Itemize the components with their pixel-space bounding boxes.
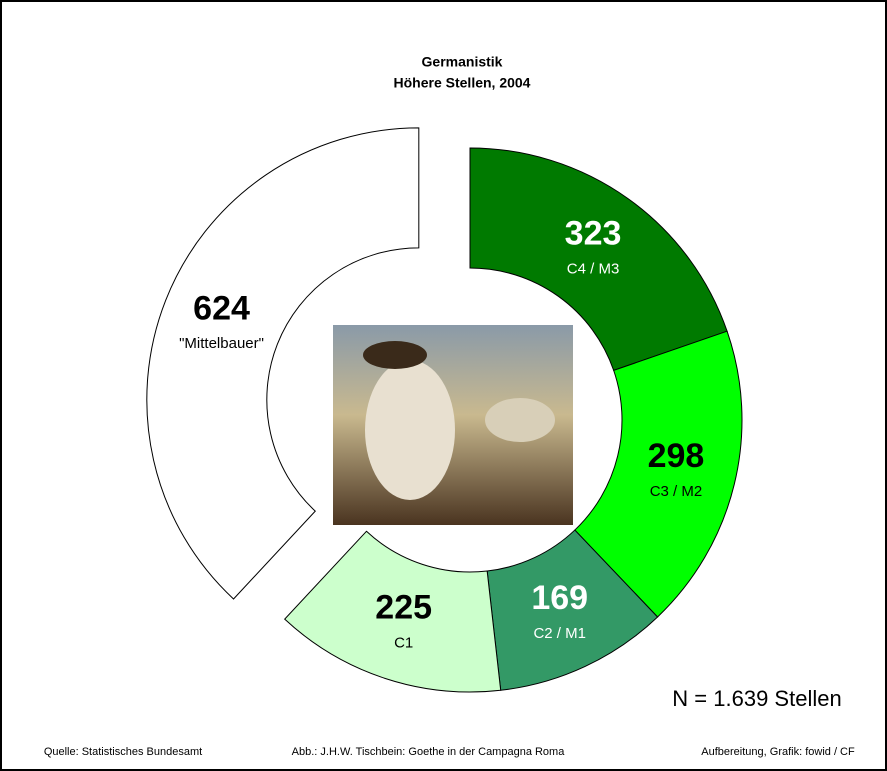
chart-subtitle: Höhere Stellen, 2004 [394,75,531,91]
picture [333,325,573,525]
category-label: C2 / M1 [533,625,586,642]
chart: Germanistik Höhere Stellen, 2004 323 C4 /… [0,0,887,771]
value-label: 323 [565,214,622,252]
category-label: C3 / M2 [650,483,703,500]
value-label: 624 [193,289,250,327]
category-label: "Mittelbauer" [179,335,264,352]
category-label: C4 / M3 [567,260,620,277]
chart-title: Germanistik [422,54,503,70]
value-label: 169 [531,579,588,617]
category-label: C1 [394,634,413,651]
value-label: 298 [648,437,705,475]
credit: Aufbereitung, Grafik: fowid / CF [701,746,855,758]
annotation: N = 1.639 Stellen [672,686,841,711]
painting-figure [365,360,455,500]
painting-hat [363,341,427,369]
image-credit: Abb.: J.H.W. Tischbein: Goethe in der Ca… [292,746,566,758]
source: Quelle: Statistisches Bundesamt [44,746,202,758]
painting-ruin [485,398,555,442]
value-label: 225 [375,588,432,626]
